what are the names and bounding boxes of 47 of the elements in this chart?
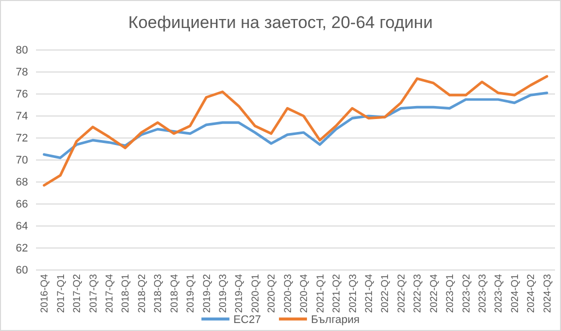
x-tick-label: 2020-Q2 <box>266 274 278 313</box>
x-tick-label: 2021-Q2 <box>332 274 343 313</box>
x-tick-label: 2019-Q3 <box>218 274 230 313</box>
x-tick-label: 2018-Q3 <box>153 274 164 313</box>
x-tick-label: 2023-Q2 <box>461 274 472 313</box>
x-tick-label: 2022-Q3 <box>412 274 424 313</box>
x-tick-label: 2020-Q1 <box>250 274 262 313</box>
x-tick-label: 2023-Q3 <box>478 274 489 313</box>
y-tick-label: 68 <box>16 176 28 189</box>
x-tick-label: 2021-Q3 <box>348 274 359 313</box>
y-tick-label: 70 <box>16 154 28 167</box>
x-tick-label: 2021-Q1 <box>315 274 326 313</box>
y-tick-label: 60 <box>16 264 28 277</box>
x-tick-label: 2022-Q4 <box>428 274 440 313</box>
x-tick-label: 2020-Q3 <box>282 274 294 313</box>
y-tick-label: 80 <box>16 44 28 57</box>
x-tick-label: 2024-Q3 <box>542 274 554 313</box>
x-tick-label: 2020-Q4 <box>299 274 310 313</box>
y-tick-label: 66 <box>16 198 28 211</box>
y-tick-label: 72 <box>16 132 28 145</box>
x-tick-label: 2017-Q3 <box>88 274 100 313</box>
x-tick-label: 2019-Q4 <box>234 274 246 313</box>
x-tick-label: 2017-Q2 <box>72 274 84 313</box>
x-tick-label: 2024-Q2 <box>526 274 538 313</box>
x-tick-label: 2023-Q4 <box>494 274 505 313</box>
x-tick-label: 2017-Q1 <box>56 274 67 313</box>
y-tick-label: 76 <box>16 88 28 101</box>
y-tick-label: 74 <box>16 110 28 123</box>
x-tick-label: 2017-Q4 <box>104 274 116 313</box>
legend-label: ЕС27 <box>233 314 261 326</box>
x-tick-label: 2019-Q1 <box>186 274 197 313</box>
x-tick-label: 2021-Q4 <box>364 274 375 313</box>
legend-label: България <box>310 314 360 326</box>
x-tick-label: 2022-Q2 <box>396 274 408 313</box>
line-series <box>42 75 548 187</box>
y-tick-label: 62 <box>16 242 28 255</box>
x-tick-label: 2018-Q2 <box>136 274 148 313</box>
y-tick-label: 64 <box>16 220 28 233</box>
chart-title: Коефициенти на заетост, 20-64 години <box>128 13 433 32</box>
x-tick-label: 2019-Q2 <box>202 274 213 313</box>
x-tick-label: 2022-Q1 <box>380 274 392 313</box>
x-tick-label: 2016-Q4 <box>40 274 51 313</box>
x-tick-label: 2018-Q1 <box>120 274 132 313</box>
y-tick-label: 78 <box>16 66 28 79</box>
x-tick-label: 2023-Q1 <box>445 274 456 313</box>
x-tick-label: 2018-Q4 <box>169 274 180 313</box>
x-tick-label: 2024-Q1 <box>510 274 521 313</box>
